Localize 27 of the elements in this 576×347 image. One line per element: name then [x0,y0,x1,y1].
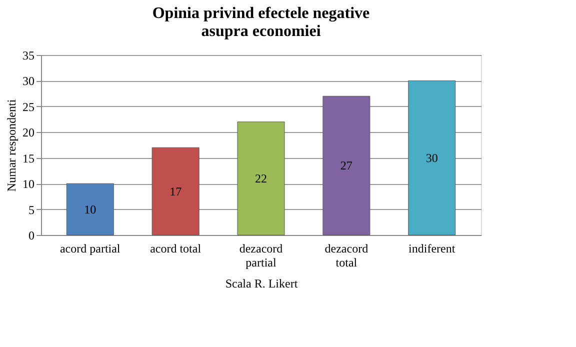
y-tick-label: 25 [22,100,34,114]
x-axis-title: Scala R. Likert [225,276,298,290]
bar [237,122,285,236]
x-tick-label: dezacord total [324,242,368,270]
data-label: 27 [340,158,352,173]
x-tick-label: acord total [150,242,202,256]
bar [152,147,200,236]
data-label: 17 [170,184,182,198]
x-tick-label: dezacord partial [239,242,283,270]
data-label: 10 [84,202,96,216]
x-tick-label: indiferent [408,242,456,256]
text: Opinia privind efectele negative [152,5,370,22]
text: asupra economiei [201,23,321,40]
bar [66,183,114,236]
y-tick-label: 5 [28,202,34,217]
x-tick-label: acord partial [60,242,121,256]
bar [322,96,370,236]
data-label: 30 [426,150,438,165]
y-tick-label: 0 [28,228,34,242]
y-tick-label: 30 [22,74,34,88]
y-tick-label: 35 [22,48,34,62]
data-label: 22 [255,171,267,186]
y-axis-title: Numar respondenti [4,98,18,192]
y-tick-label: 15 [22,151,34,166]
bar [408,80,456,236]
y-tick-label: 10 [22,177,34,192]
y-tick-label: 20 [22,126,34,140]
